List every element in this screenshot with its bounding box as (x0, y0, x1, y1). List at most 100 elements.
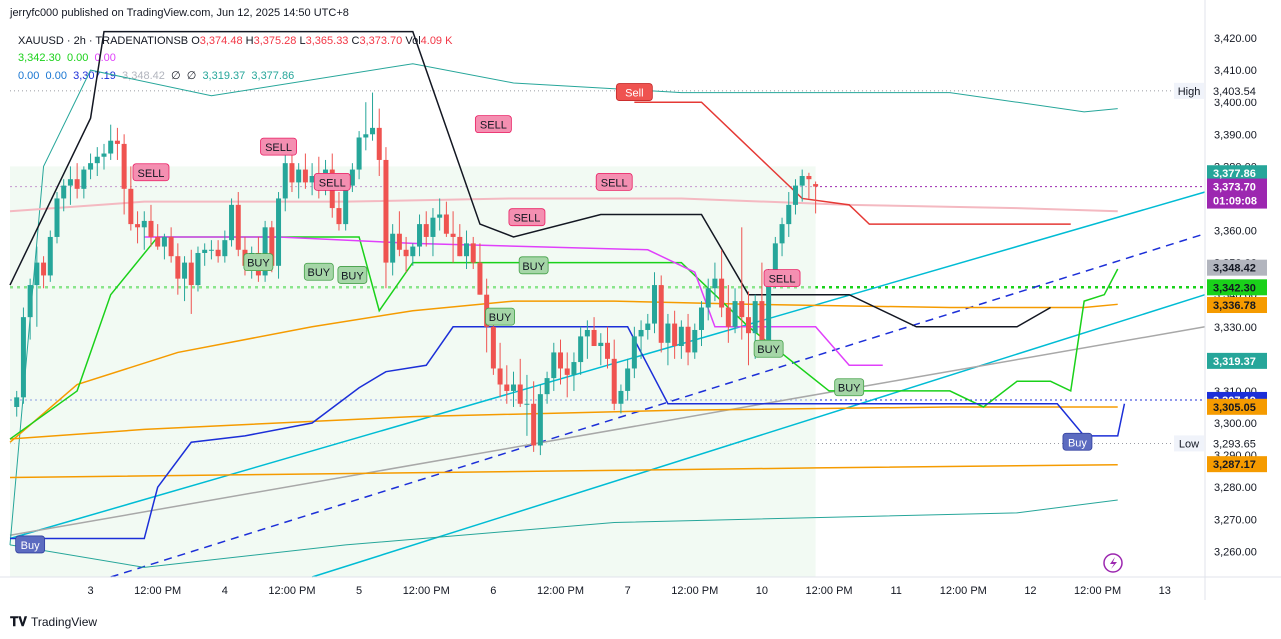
candle-body (457, 236, 463, 257)
ind2-value-6: ∅ (186, 70, 197, 82)
candle-body (490, 326, 496, 369)
signal-box (1062, 432, 1093, 451)
series-line-6 (9, 300, 1118, 443)
signal-box (313, 173, 351, 191)
signal-box (15, 535, 46, 554)
candle (356, 131, 362, 180)
candle (74, 163, 80, 199)
signal-buy: BUY (337, 266, 368, 284)
price-tag-value: 3,287.17 (1213, 459, 1256, 471)
indicator-legend-2[interactable]: 0.00 0.00 3,307.19 3,348.42 ∅ ∅ 3,319.37… (18, 69, 294, 82)
y-tick-label: 3,410.00 (1214, 65, 1257, 77)
candle (47, 230, 53, 282)
price-tag: 3,319.37 (1207, 352, 1267, 369)
candle-body (591, 329, 597, 347)
candle-body (88, 163, 94, 170)
lightning-icon[interactable] (1103, 553, 1123, 573)
ind2-value-1: 0.00 (18, 70, 40, 82)
signal-text: SELL (319, 177, 346, 189)
signal-sell: SELL (474, 115, 512, 134)
candle (813, 181, 819, 214)
series-line-13 (9, 30, 1051, 328)
candle-body (101, 153, 107, 157)
price-tag: 3,377.86 (1207, 165, 1267, 182)
candle-body (578, 336, 584, 363)
x-tick-label: 11 (890, 585, 901, 597)
price-tag-value: 3,373.70 (1213, 182, 1256, 194)
candle (81, 166, 87, 199)
x-tick-label: 12:00 PM (1074, 585, 1121, 597)
candle (108, 124, 114, 160)
candle (698, 301, 704, 347)
candle (564, 352, 570, 398)
candle-body (665, 323, 671, 343)
candle-body (289, 163, 295, 183)
price-tag-name: Low (1179, 438, 1199, 450)
candle (370, 92, 376, 141)
price-tag: Low 3,293.65 (1174, 435, 1267, 452)
signal-text: BUY (247, 258, 270, 270)
price-tag-bg (1207, 178, 1267, 209)
candle-body (94, 156, 100, 164)
candle (363, 102, 369, 151)
candle-body (161, 236, 167, 247)
candle (309, 163, 315, 196)
candle (578, 326, 584, 375)
candle-body (61, 185, 67, 199)
candle-body (531, 403, 537, 446)
x-tick-label: 5 (356, 585, 362, 597)
candle (34, 246, 40, 327)
candle-body (20, 317, 26, 398)
candle (235, 192, 241, 257)
volume-value: 4.09 K (420, 35, 453, 47)
candle (611, 339, 617, 411)
candle (504, 365, 510, 404)
indicator-legend-1[interactable]: 3,342.30 0.00 0.00 (18, 52, 116, 64)
candle (531, 381, 537, 452)
candle-body (698, 307, 704, 330)
candle-body (658, 285, 664, 343)
ind2-value-5: ∅ (171, 70, 181, 82)
candle (678, 320, 684, 359)
candle (383, 147, 389, 289)
signal-box (243, 253, 274, 272)
candle-body (792, 185, 798, 205)
signal-box (474, 115, 512, 134)
tv-logo-icon[interactable]: 𝐓𝐕 (10, 614, 27, 629)
signal-box (834, 378, 865, 397)
ind2-value-8: 3,377.86 (251, 70, 295, 82)
signal-text: BUY (489, 312, 512, 324)
candle (67, 166, 73, 205)
signal-buy: BUY (834, 378, 865, 397)
x-tick-label: 12 (1024, 585, 1036, 597)
candle-body (155, 236, 161, 247)
candle (692, 323, 698, 359)
candle-body (511, 384, 517, 391)
candle-body (584, 329, 590, 337)
series-line-2 (311, 293, 1206, 578)
signal-text: BUY (757, 344, 780, 356)
candle-body (343, 185, 349, 225)
candle-body (638, 329, 644, 337)
candle-body (229, 204, 235, 241)
candle (128, 166, 134, 231)
signal-box (337, 266, 368, 284)
price-tag-bg (1207, 456, 1267, 473)
candle (182, 256, 188, 302)
candle-body (81, 169, 87, 189)
candle-body (128, 188, 134, 225)
signal-text: Buy (1068, 437, 1087, 449)
candle-body (524, 403, 530, 405)
ind2-value-7: 3,319.37 (202, 70, 246, 82)
signal-text: BUY (522, 261, 545, 273)
price-tag-bg (1207, 279, 1267, 296)
price-tag-bg (1207, 352, 1267, 369)
candle-body (443, 214, 449, 234)
candle-body (383, 159, 389, 263)
candle-body (464, 243, 470, 257)
series-line-8 (9, 463, 1118, 479)
price-tags: High 3,403.54 3,377.86 3,373.70 01:09:08 3,34… (1174, 82, 1267, 473)
lightning-bolt (1110, 557, 1117, 569)
candle-body (121, 143, 127, 189)
